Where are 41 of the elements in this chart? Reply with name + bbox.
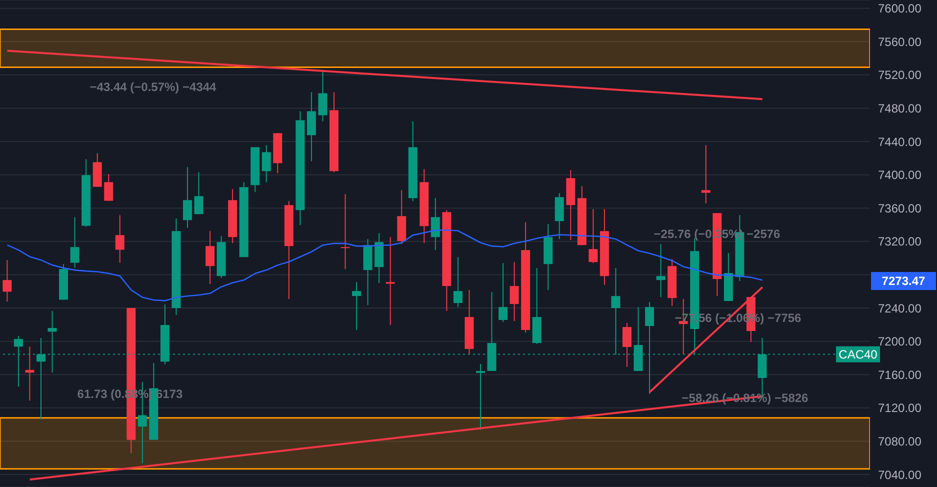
candlestick — [25, 346, 34, 402]
candlestick — [498, 262, 508, 323]
y-tick-label: 7240.00 — [878, 301, 922, 316]
candlestick — [206, 230, 215, 285]
y-tick-label: 7320.00 — [878, 234, 922, 249]
y-tick-label: 7400.00 — [878, 168, 922, 182]
candlestick — [701, 144, 710, 204]
candlestick — [622, 322, 632, 368]
candlestick — [70, 216, 80, 268]
y-tick-label: 7360.00 — [878, 201, 922, 216]
candlestick — [352, 282, 362, 330]
y-tick-label: 7040.00 — [878, 468, 922, 482]
text: 7273.47 — [882, 274, 926, 288]
candlestick — [510, 262, 519, 322]
y-tick-label: 7600.00 — [878, 2, 922, 16]
candlestick — [656, 244, 666, 298]
candlestick — [588, 208, 598, 264]
candlestick — [386, 236, 395, 326]
candlestick — [453, 256, 462, 308]
y-tick-label: 7480.00 — [878, 101, 922, 116]
candlestick — [430, 198, 440, 251]
ref-line-label: CAC40 — [838, 347, 878, 362]
y-tick-label: 7560.00 — [878, 34, 922, 49]
candlestick — [306, 92, 316, 162]
candlestick — [476, 363, 485, 430]
candlestick — [318, 70, 328, 122]
y-tick-label: 7440.00 — [878, 134, 922, 149]
y-tick-label: 7520.00 — [878, 68, 922, 82]
annotation: −43.44 (−0.57%) −4344 — [90, 80, 217, 94]
y-tick-label: 7160.00 — [878, 368, 922, 382]
candlestick — [182, 166, 192, 228]
candlestick — [340, 194, 350, 270]
candlestick — [554, 192, 564, 240]
candlestick — [194, 172, 204, 215]
candlestick — [104, 174, 114, 202]
y-tick-label: 7200.00 — [878, 334, 922, 349]
candlestick — [115, 214, 124, 264]
y-tick-label: 7120.00 — [878, 401, 922, 416]
y-tick-label: 7080.00 — [878, 434, 922, 448]
candlestick — [262, 144, 271, 183]
candlestick — [2, 260, 12, 302]
